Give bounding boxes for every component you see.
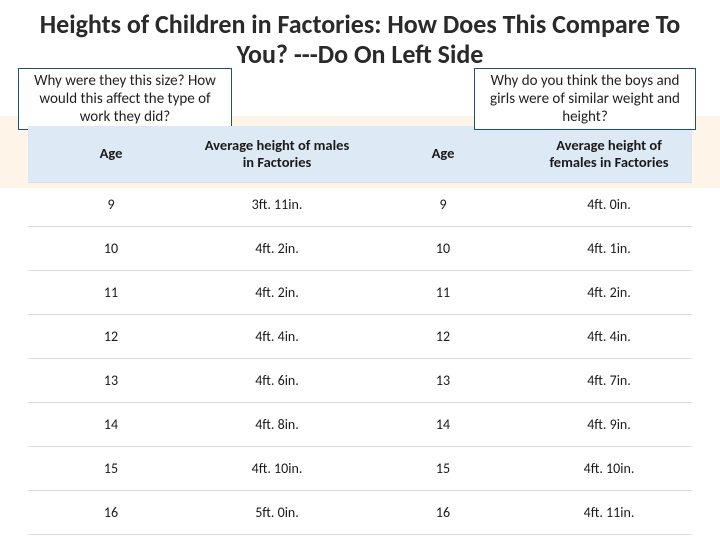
col-header-age-female: Age <box>360 126 526 182</box>
table-header-band: Age Average height of males in Factories… <box>28 126 692 182</box>
table-cell: 9 <box>360 182 526 226</box>
table-cell: 4ft. 2in. <box>526 270 692 314</box>
table-row: 165ft. 0in.164ft. 11in. <box>28 490 692 534</box>
table-cell: 9 <box>28 182 194 226</box>
table-cell: 4ft. 2in. <box>194 270 360 314</box>
table-row: 154ft. 10in.154ft. 10in. <box>28 446 692 490</box>
table-cell: 12 <box>28 314 194 358</box>
table-cell: 4ft. 11in. <box>526 490 692 534</box>
table-cell: 4ft. 4in. <box>194 314 360 358</box>
table-cell: 4ft. 10in. <box>526 446 692 490</box>
table-cell: 11 <box>28 270 194 314</box>
table-cell: 4ft. 4in. <box>526 314 692 358</box>
table-cell: 16 <box>360 490 526 534</box>
table-row: 114ft. 2in.114ft. 2in. <box>28 270 692 314</box>
table-cell: 13 <box>28 358 194 402</box>
slide-title: Heights of Children in Factories: How Do… <box>28 10 692 70</box>
table-cell: 11 <box>360 270 526 314</box>
col-header-height-male: Average height of males in Factories <box>194 126 360 182</box>
table-row: 144ft. 8in.144ft. 9in. <box>28 402 692 446</box>
callout-left: Why were they this size? How would this … <box>18 68 232 130</box>
table-cell: 4ft. 10in. <box>194 446 360 490</box>
table-cell: 15 <box>360 446 526 490</box>
table-cell: 3ft. 11in. <box>194 182 360 226</box>
table-cell: 14 <box>360 402 526 446</box>
table-cell: 4ft. 0in. <box>526 182 692 226</box>
table-cell: 4ft. 6in. <box>194 358 360 402</box>
table-cell: 12 <box>360 314 526 358</box>
table-cell: 10 <box>360 226 526 270</box>
table-row: 104ft. 2in.104ft. 1in. <box>28 226 692 270</box>
table-cell: 4ft. 1in. <box>526 226 692 270</box>
table-row: 93ft. 11in.94ft. 0in. <box>28 182 692 226</box>
table-cell: 5ft. 0in. <box>194 490 360 534</box>
table-cell: 4ft. 7in. <box>526 358 692 402</box>
slide: Heights of Children in Factories: How Do… <box>0 0 720 540</box>
table-cell: 13 <box>360 358 526 402</box>
table-cell: 4ft. 2in. <box>194 226 360 270</box>
col-header-age-male: Age <box>28 126 194 182</box>
table-row: 134ft. 6in.134ft. 7in. <box>28 358 692 402</box>
table-cell: 16 <box>28 490 194 534</box>
table-cell: 4ft. 9in. <box>526 402 692 446</box>
table-row: 124ft. 4in.124ft. 4in. <box>28 314 692 358</box>
table-cell: 10 <box>28 226 194 270</box>
data-table: 93ft. 11in.94ft. 0in.104ft. 2in.104ft. 1… <box>28 182 692 535</box>
col-header-height-female: Average height of females in Factories <box>526 126 692 182</box>
callout-region: Why were they this size? How would this … <box>28 74 692 162</box>
callout-right: Why do you think the boys and girls were… <box>474 68 696 130</box>
table-cell: 14 <box>28 402 194 446</box>
table-cell: 4ft. 8in. <box>194 402 360 446</box>
table-cell: 15 <box>28 446 194 490</box>
